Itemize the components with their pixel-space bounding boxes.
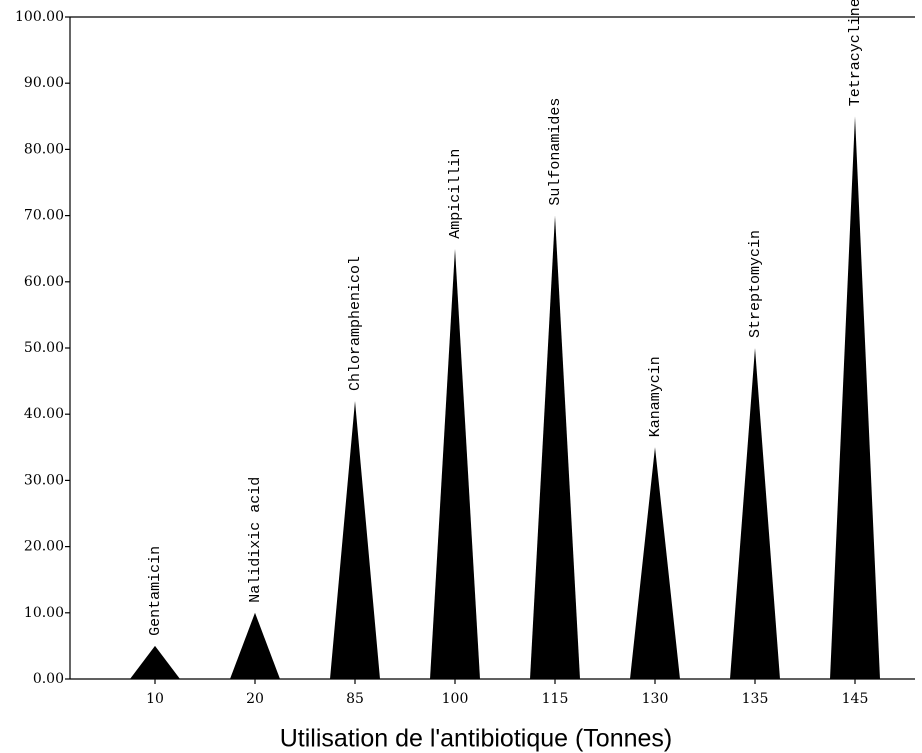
bar-annotation: Sulfonamides — [547, 98, 564, 206]
bar-annotation: Kanamycin — [647, 356, 664, 437]
y-tick-label: 40.00 — [24, 406, 64, 422]
triangle-bar — [730, 348, 780, 679]
x-tick-label: 135 — [742, 691, 769, 707]
triangle-bar — [530, 215, 580, 679]
bar-annotation: Streptomycin — [747, 230, 764, 338]
y-tick-label: 90.00 — [24, 75, 64, 91]
y-tick-label: 20.00 — [24, 539, 64, 555]
x-tick-label: 130 — [642, 691, 669, 707]
x-tick-label: 145 — [842, 691, 869, 707]
bar-annotation: Chloramphenicol — [347, 256, 364, 391]
triangle-bar — [830, 116, 880, 680]
x-tick-label: 85 — [346, 691, 364, 707]
y-tick-label: 70.00 — [24, 208, 64, 224]
triangle-bar — [630, 447, 680, 679]
x-axis-label: Utilisation de l'antibiotique (Tonnes) — [280, 725, 673, 753]
bar-annotation: Tetracycline — [847, 0, 864, 106]
triangle-bar — [130, 645, 180, 679]
y-tick-label: 30.00 — [24, 472, 64, 488]
bar-annotation: Gentamicin — [147, 546, 164, 636]
y-tick-label: 60.00 — [24, 274, 64, 290]
bar-annotation: Ampicillin — [447, 149, 464, 239]
y-tick-label: 10.00 — [24, 605, 64, 621]
y-tick-label: 50.00 — [24, 340, 64, 356]
y-tick-label: 100.00 — [15, 9, 64, 25]
x-tick-label: 100 — [442, 691, 469, 707]
x-tick-label: 20 — [246, 691, 264, 707]
triangle-bar — [330, 400, 380, 679]
x-tick-label: 115 — [542, 691, 569, 707]
x-tick-label: 10 — [146, 691, 164, 707]
y-tick-label: 0.00 — [33, 671, 64, 687]
y-tick-label: 80.00 — [24, 141, 64, 157]
triangle-bar — [430, 248, 480, 679]
bar-annotation: Nalidixic acid — [247, 477, 264, 603]
triangle-bar — [230, 612, 280, 679]
